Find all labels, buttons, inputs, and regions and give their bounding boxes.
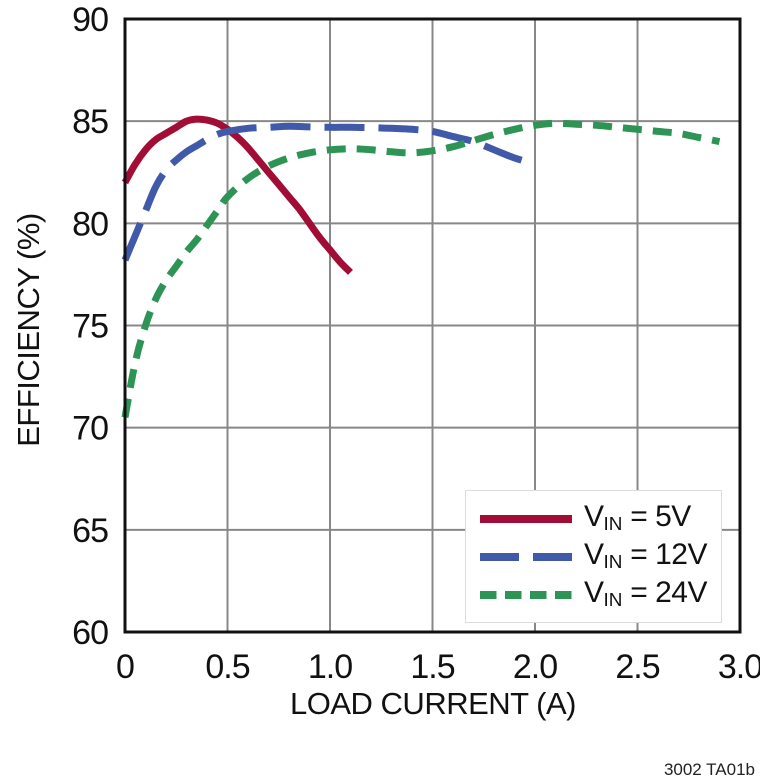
- x-axis-title: LOAD CURRENT (A): [290, 686, 576, 721]
- legend-label: VIN = 12V: [584, 537, 708, 574]
- legend-swatch-vin-5v: [480, 514, 572, 523]
- y-tick-label: 90: [72, 1, 108, 39]
- curve-vin-12v: [121, 122, 536, 262]
- legend-label: VIN = 24V: [584, 575, 708, 612]
- legend-item: VIN = 12V: [480, 539, 721, 575]
- legend-swatch-vin-12v: [480, 552, 572, 561]
- plot-frame: [123, 17, 742, 634]
- y-tick-label: 85: [72, 103, 108, 141]
- legend: VIN = 5V VIN = 12V VIN = 24V: [465, 490, 722, 623]
- y-tick-label: 75: [72, 308, 108, 346]
- y-tick-label: 70: [72, 410, 108, 448]
- y-axis-title: EFFICIENCY (%): [11, 213, 46, 447]
- legend-label: VIN = 5V: [584, 499, 691, 536]
- curve-vin-24v: [121, 119, 721, 419]
- x-tick-label: 2.5: [615, 648, 659, 686]
- legend-item: VIN = 24V: [480, 577, 721, 613]
- x-tick-label: 1.0: [308, 648, 352, 686]
- legend-item: VIN = 5V: [480, 501, 721, 537]
- x-tick-label: 2.0: [513, 648, 557, 686]
- curve-vin-5v: [121, 115, 353, 275]
- legend-swatch-vin-24v: [480, 590, 572, 599]
- y-tick-label: 60: [72, 614, 108, 652]
- x-tick-label: 3.0: [718, 648, 760, 686]
- x-tick-label: 0.5: [205, 648, 249, 686]
- x-tick-label: 0: [116, 648, 134, 686]
- y-tick-label: 80: [72, 205, 108, 243]
- x-tick-label: 1.5: [410, 648, 454, 686]
- y-tick-label: 65: [72, 512, 108, 550]
- figure-note: 3002 TA01b: [664, 760, 755, 779]
